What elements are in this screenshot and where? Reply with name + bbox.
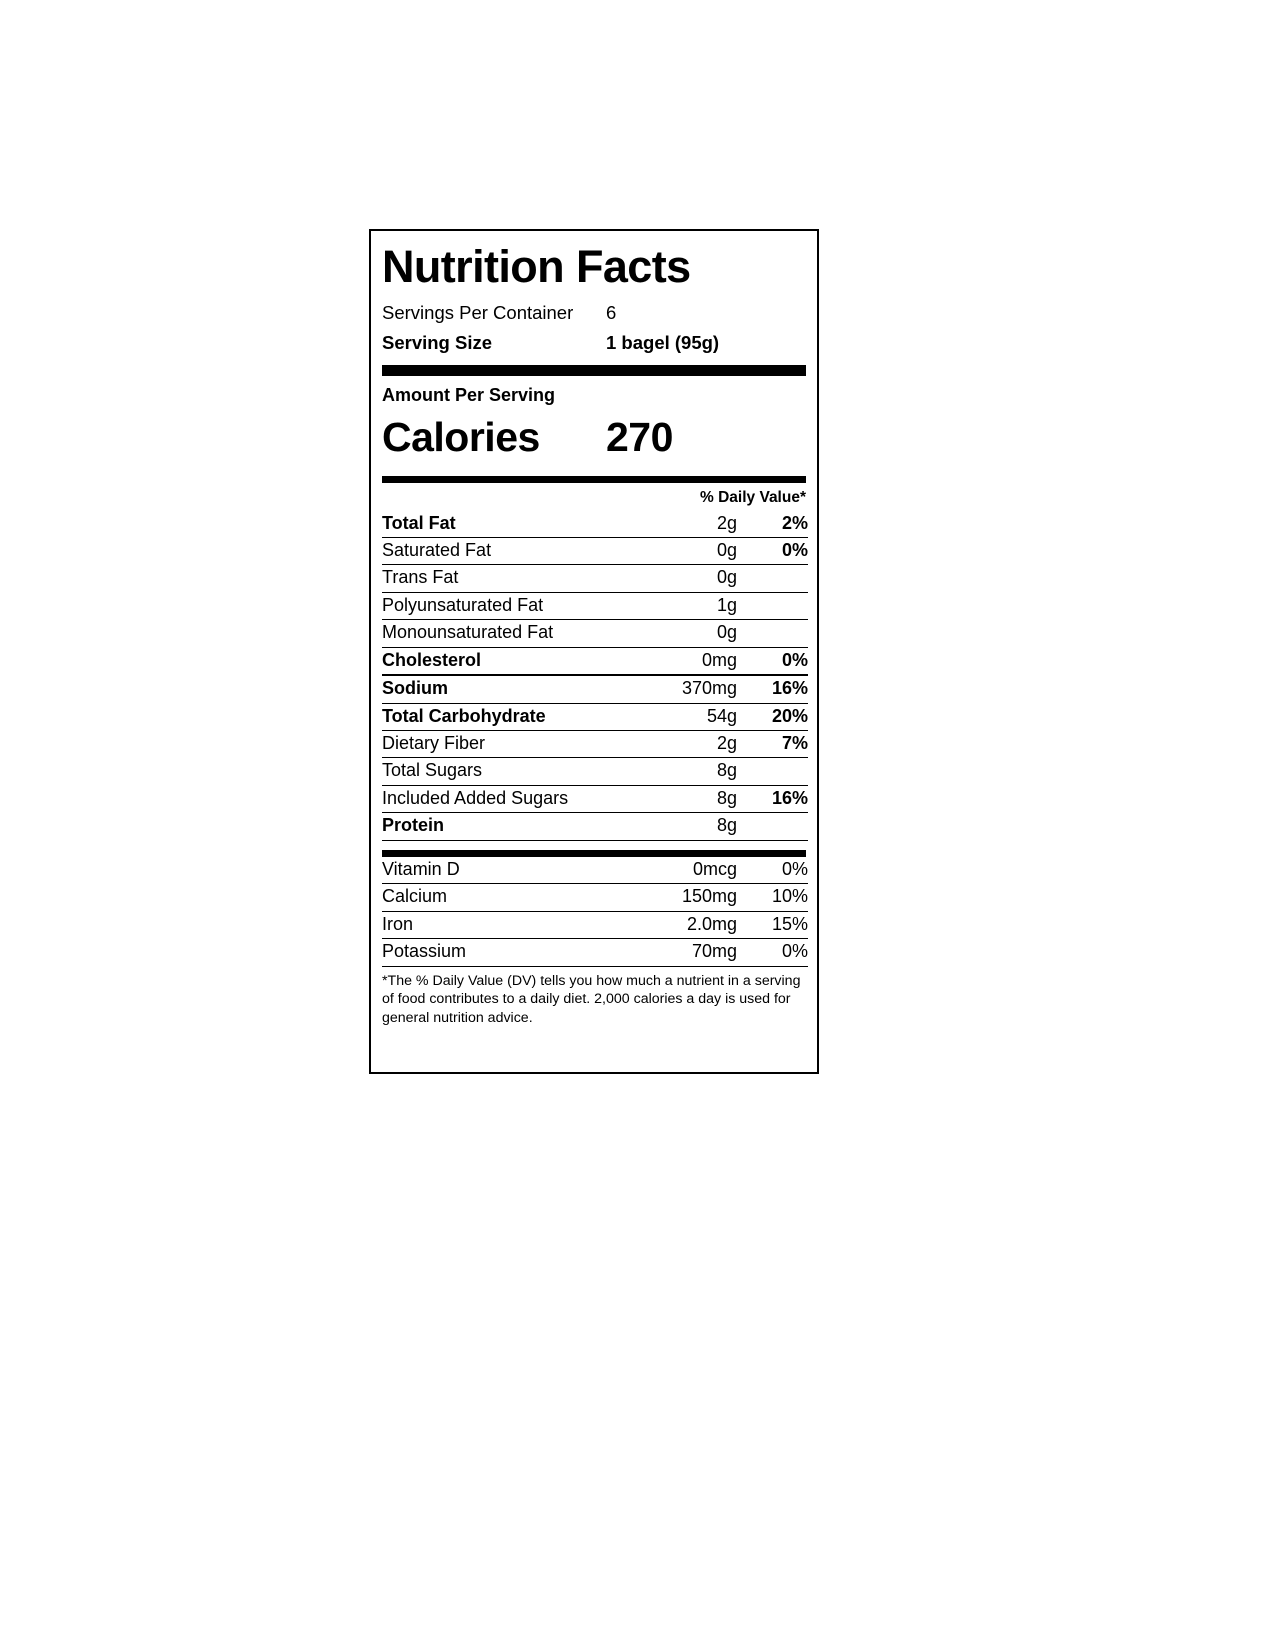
table-row: Vitamin D 0mcg 0% <box>382 856 808 885</box>
nutrient-amount: 0mcg <box>625 856 737 885</box>
nutrient-name: Total Carbohydrate <box>382 703 625 732</box>
nutrient-amount: 0mg <box>625 647 737 677</box>
nutrient-daily-value <box>737 619 808 648</box>
nutrient-daily-value: 16% <box>737 675 808 704</box>
table-row: Sodium 370mg 16% <box>382 675 808 704</box>
nutrient-daily-value: 0% <box>737 537 808 566</box>
nutrient-name: Monounsaturated Fat <box>382 619 625 648</box>
divider-above-daily-value <box>382 476 806 483</box>
nutrient-daily-value: 0% <box>737 938 808 967</box>
nutrient-name: Iron <box>382 911 625 940</box>
nutrient-amount: 2g <box>625 730 737 759</box>
table-row: Total Carbohydrate 54g 20% <box>382 703 808 732</box>
amount-per-serving-label: Amount Per Serving <box>382 385 556 405</box>
nutrient-daily-value: 0% <box>737 647 808 677</box>
nutrient-amount: 1g <box>625 592 737 621</box>
table-row: Total Fat 2g 2% <box>382 510 808 538</box>
nutrient-name: Cholesterol <box>382 647 625 677</box>
table-row: Polyunsaturated Fat 1g <box>382 592 808 621</box>
nutrient-name: Total Sugars <box>382 757 625 786</box>
servings-per-container-label: Servings Per Container <box>382 302 574 323</box>
nutrient-daily-value: 7% <box>737 730 808 759</box>
nutrition-facts-label: Nutrition Facts Servings Per Container 6… <box>369 229 819 1074</box>
nutrient-name: Calcium <box>382 883 625 912</box>
table-row: Trans Fat 0g <box>382 564 808 593</box>
nutrient-name: Saturated Fat <box>382 537 625 566</box>
nutrient-name: Total Fat <box>382 510 625 538</box>
nutrient-name: Sodium <box>382 675 625 704</box>
daily-value-header: % Daily Value* <box>700 489 806 506</box>
divider-above-vitamins <box>382 849 806 857</box>
table-row: Monounsaturated Fat 0g <box>382 619 808 648</box>
nutrient-name: Included Added Sugars <box>382 785 625 814</box>
servings-per-container-value: 6 <box>606 302 617 323</box>
table-row: Included Added Sugars 8g 16% <box>382 785 808 814</box>
serving-size-label: Serving Size <box>382 331 493 353</box>
nutrient-amount: 2g <box>625 510 737 538</box>
nutrient-amount: 0g <box>625 564 737 593</box>
daily-value-footnote: *The % Daily Value (DV) tells you how mu… <box>382 972 801 1026</box>
serving-size-value: 1 bagel (95g) <box>606 331 720 353</box>
table-row: Iron 2.0mg 15% <box>382 911 808 940</box>
calories-label: Calories <box>382 414 540 460</box>
nutrient-amount: 8g <box>625 757 737 786</box>
calories-row: Calories 270 <box>382 417 806 458</box>
nutrient-name: Protein <box>382 812 625 841</box>
nutrient-amount: 0g <box>625 619 737 648</box>
nutrient-daily-value: 0% <box>737 856 808 885</box>
nutrient-daily-value: 10% <box>737 883 808 912</box>
nutrient-amount: 8g <box>625 812 737 841</box>
nutrient-amount: 54g <box>625 703 737 732</box>
nutrient-name: Polyunsaturated Fat <box>382 592 625 621</box>
table-row: Calcium 150mg 10% <box>382 883 808 912</box>
table-row: Dietary Fiber 2g 7% <box>382 730 808 759</box>
nutrient-amount: 2.0mg <box>625 911 737 940</box>
table-row: Total Sugars 8g <box>382 757 808 786</box>
nutrient-amount: 150mg <box>625 883 737 912</box>
divider-thick-top <box>382 365 806 376</box>
table-row: Cholesterol 0mg 0% <box>382 647 808 677</box>
table-row: Saturated Fat 0g 0% <box>382 537 808 566</box>
serving-size-row: Serving Size 1 bagel (95g) <box>382 331 806 353</box>
table-row: Potassium 70mg 0% <box>382 938 808 967</box>
nutrient-daily-value: 2% <box>737 510 808 538</box>
nutrient-name: Dietary Fiber <box>382 730 625 759</box>
nutrient-amount: 0g <box>625 537 737 566</box>
nutrient-daily-value <box>737 812 808 841</box>
nutrient-name: Potassium <box>382 938 625 967</box>
nutrient-name: Vitamin D <box>382 856 625 885</box>
vitamins-table: Vitamin D 0mcg 0% Calcium 150mg 10% Iron 2.0mg 1… <box>382 856 808 967</box>
nutrients-table: Total Fat 2g 2% Saturated Fat 0g 0% Trans Fat 0… <box>382 510 808 841</box>
nutrient-daily-value <box>737 757 808 786</box>
nutrient-daily-value: 16% <box>737 785 808 814</box>
servings-per-container-row: Servings Per Container 6 <box>382 302 806 323</box>
nutrient-daily-value <box>737 592 808 621</box>
nutrient-daily-value: 20% <box>737 703 808 732</box>
nutrient-amount: 70mg <box>625 938 737 967</box>
nutrient-amount: 8g <box>625 785 737 814</box>
nutrient-amount: 370mg <box>625 675 737 704</box>
nutrient-daily-value <box>737 564 808 593</box>
nutrient-name: Trans Fat <box>382 564 625 593</box>
table-row: Protein 8g <box>382 812 808 841</box>
page-title: Nutrition Facts <box>382 241 691 292</box>
nutrient-daily-value: 15% <box>737 911 808 940</box>
calories-value: 270 <box>606 414 673 460</box>
